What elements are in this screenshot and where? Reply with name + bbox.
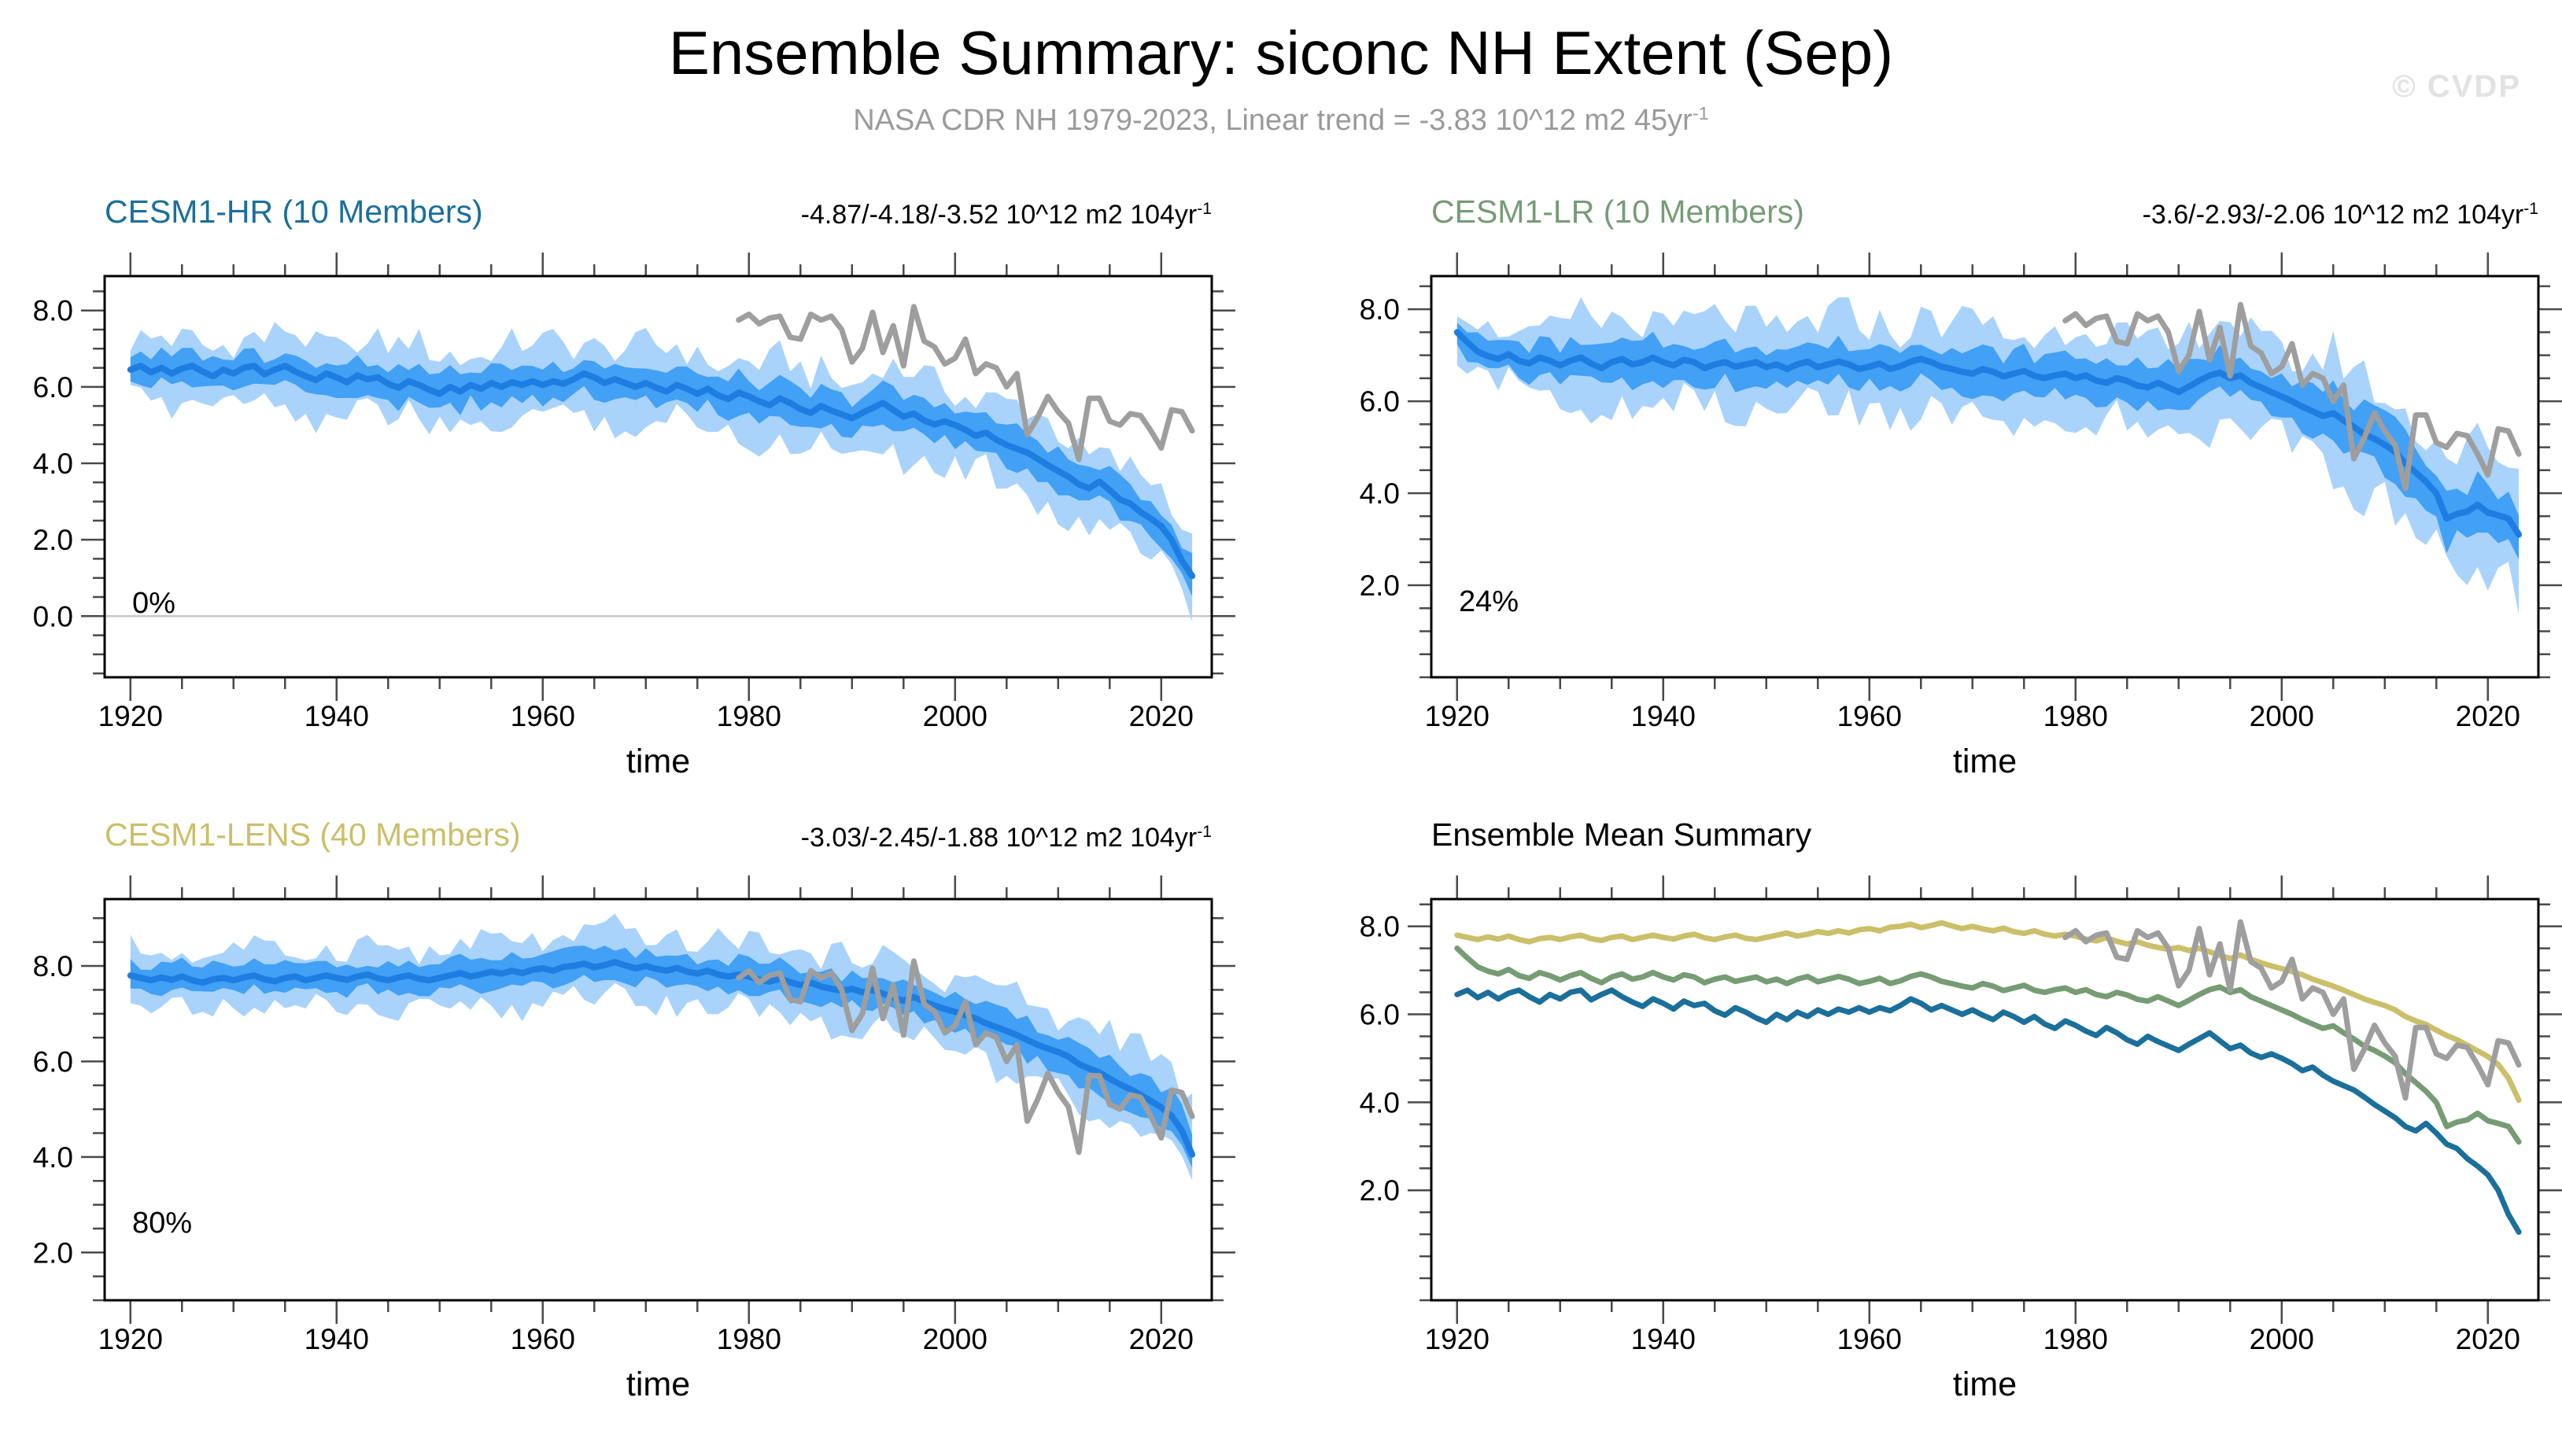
y-tick-label: 6.0 [1360, 385, 1400, 418]
x-tick-label: 2020 [1129, 1323, 1194, 1355]
x-tick-label: 1940 [1631, 1323, 1696, 1355]
axis-ticks [1408, 252, 2562, 701]
x-tick-label: 1920 [1425, 1323, 1490, 1355]
ensemble-mean-line [127, 363, 1196, 580]
ensemble-interquartile-band [130, 347, 1193, 597]
y-tick-label: 8.0 [33, 950, 73, 982]
page-subtitle-sup: -1 [1692, 103, 1709, 124]
y-tick-label: 4.0 [1360, 477, 1400, 510]
x-tick-label: 2020 [2456, 1323, 2520, 1355]
panel-2-xaxis-label: time [1952, 743, 2017, 780]
y-tick-label: 8.0 [33, 295, 73, 327]
y-tick-label: 2.0 [1360, 1174, 1400, 1207]
mean-line-cesm1-lens [1454, 920, 2522, 1104]
x-tick-label: 1960 [511, 700, 575, 732]
panel-3-title: CESM1-LENS (40 Members) [105, 816, 521, 853]
panel-4-xaxis-label: time [1952, 1366, 2017, 1403]
panel-3-plot: 8.0 6.0 4.0 2.0 1920 1940 1960 1980 2000 2020 [33, 875, 1235, 1355]
panel-1-series [105, 304, 1212, 622]
y-tick-label: 2.0 [33, 1237, 73, 1269]
mean-line-cesm1-hr [1454, 987, 2522, 1235]
y-tick-label: 4.0 [33, 1141, 73, 1174]
mean-line-cesm1-lr [1454, 945, 2522, 1145]
panel-3-percent-label: 80% [132, 1207, 193, 1240]
x-tick-label: 1960 [1837, 1323, 1902, 1355]
observations-line [736, 958, 1195, 1156]
page-subtitle: NASA CDR NH 1979-2023, Linear trend = -3… [0, 103, 2562, 138]
x-tick-label: 2000 [2250, 700, 2314, 732]
axis-ticks [81, 875, 1235, 1324]
x-tick-label: 2020 [2456, 700, 2520, 732]
panel-4-title: Ensemble Mean Summary [1431, 816, 1812, 853]
y-tick-label: 2.0 [1360, 569, 1400, 602]
cvdp-watermark: © CVDP [2392, 69, 2521, 104]
panel-1-trend: -4.87/-4.18/-3.52 10^12 m2 104yr-1 [801, 200, 1212, 230]
panel-3-series [127, 913, 1196, 1181]
panel-2-title: CESM1-LR (10 Members) [1431, 194, 1804, 230]
observations-line [736, 304, 1195, 463]
y-tick-label: 0.0 [33, 600, 73, 632]
y-tick-label: 6.0 [1360, 999, 1400, 1031]
y-tick-label: 4.0 [1360, 1086, 1400, 1119]
panel-4-plot: 8.0 6.0 4.0 2.0 1920 1940 1960 1980 2000 2020 [1360, 875, 2562, 1355]
x-tick-label: 1960 [1837, 700, 1902, 732]
panel-2-trend-sup: -1 [2523, 200, 2538, 219]
page-subtitle-text: NASA CDR NH 1979-2023, Linear trend = -3… [853, 104, 1693, 137]
panel-3-xaxis-label: time [626, 1366, 691, 1403]
y-tick-label: 6.0 [33, 1045, 73, 1078]
panel-3-trend-text: -3.03/-2.45/-1.88 10^12 m2 104yr [800, 823, 1198, 853]
panel-3-trend-sup: -1 [1197, 823, 1212, 842]
panel-1-plot: 8.0 6.0 4.0 2.0 0.0 1920 1940 1960 1980 2000 2020 [33, 252, 1235, 732]
y-tick-label: 2.0 [33, 524, 73, 556]
x-tick-label: 1920 [1425, 700, 1490, 732]
ensemble-mean-line [127, 959, 1196, 1158]
y-tick-label: 8.0 [1360, 911, 1400, 943]
x-tick-label: 1980 [2043, 700, 2108, 732]
panel-1-trend-text: -4.87/-4.18/-3.52 10^12 m2 104yr [800, 200, 1198, 230]
observations-line [2062, 919, 2522, 1101]
x-tick-label: 1980 [717, 1323, 781, 1355]
axis-frame [103, 898, 1213, 1302]
y-tick-label: 6.0 [33, 371, 73, 404]
observations-line [2062, 301, 2522, 492]
panel-1-trend-sup: -1 [1197, 200, 1212, 219]
x-tick-label: 1940 [305, 1323, 369, 1355]
x-tick-label: 1960 [511, 1323, 575, 1355]
panel-2-series [1453, 297, 2523, 615]
axis-frame [1430, 275, 2540, 679]
x-tick-label: 1940 [305, 700, 369, 732]
x-tick-label: 1940 [1631, 700, 1696, 732]
panel-3-trend: -3.03/-2.45/-1.88 10^12 m2 104yr-1 [801, 823, 1212, 853]
panel-1-title: CESM1-HR (10 Members) [105, 194, 483, 230]
panel-1-percent-label: 0% [132, 587, 175, 620]
axis-ticks [81, 252, 1235, 701]
x-tick-label: 1980 [2043, 1323, 2108, 1355]
x-tick-label: 2020 [1129, 700, 1194, 732]
x-tick-label: 2000 [923, 1323, 988, 1355]
panel-1-xaxis-label: time [626, 743, 691, 780]
page-title: Ensemble Summary: siconc NH Extent (Sep) [668, 18, 1894, 87]
ensemble-mean-line [1453, 329, 2523, 538]
panel-2-trend: -3.6/-2.93/-2.06 10^12 m2 104yr-1 [2143, 200, 2538, 230]
x-tick-label: 1920 [98, 1323, 163, 1355]
x-tick-label: 1920 [98, 700, 163, 732]
y-tick-label: 4.0 [33, 448, 73, 480]
x-tick-label: 2000 [2250, 1323, 2314, 1355]
y-tick-label: 8.0 [1360, 293, 1400, 326]
panel-2-plot: 8.0 6.0 4.0 2.0 1920 1940 1960 1980 2000 2020 [1360, 252, 2562, 732]
panel-4-series [1454, 919, 2522, 1235]
axis-frame [1430, 898, 2540, 1302]
axis-ticks [1408, 875, 2562, 1324]
panel-2-trend-text: -3.6/-2.93/-2.06 10^12 m2 104yr [2142, 200, 2524, 230]
panel-2-percent-label: 24% [1459, 585, 1519, 618]
x-tick-label: 2000 [923, 700, 988, 732]
x-tick-label: 1980 [717, 700, 781, 732]
axis-frame [103, 275, 1213, 679]
